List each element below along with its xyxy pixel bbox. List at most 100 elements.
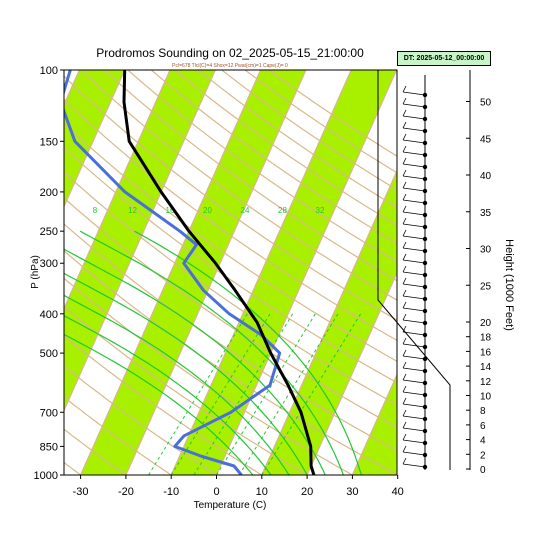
moist-adiabat <box>64 272 308 475</box>
wind-barb-flag <box>402 349 407 357</box>
wind-barb <box>402 343 426 348</box>
x-tick-label: -20 <box>118 486 134 498</box>
wind-barb-flag <box>402 241 407 249</box>
isotherm-line <box>64 70 217 413</box>
height-tick-label: 25 <box>480 281 492 292</box>
y-tick-label: 300 <box>40 258 58 270</box>
temperature-profile <box>122 70 316 475</box>
wind-barb <box>402 295 426 300</box>
dry-adiabat <box>103 70 397 282</box>
wind-barb <box>402 211 426 216</box>
isotherm-line <box>396 474 397 475</box>
wind-barb-flag <box>402 145 407 153</box>
wind-barb-flag <box>402 373 407 381</box>
isotherm-line <box>64 70 126 209</box>
wind-barb <box>402 319 426 324</box>
wind-barb-flag <box>402 229 407 237</box>
dry-adiabat <box>64 98 397 342</box>
wind-barb-flag <box>402 193 407 201</box>
dry-adiabat <box>64 146 397 384</box>
dry-adiabat <box>127 70 397 263</box>
isotherm-line <box>351 373 397 475</box>
height-tick-label: 8 <box>480 406 486 417</box>
wind-barb-flag <box>402 289 407 297</box>
wind-barb-flag <box>402 445 407 453</box>
height-tick-label: 30 <box>480 245 492 256</box>
x-tick-label: -30 <box>73 486 89 498</box>
mixing-ratio-line <box>193 313 294 475</box>
moist-adiabat <box>64 248 326 475</box>
wind-barb <box>402 91 426 96</box>
wind-barb <box>402 331 426 336</box>
wind-barb <box>402 115 426 120</box>
y-tick-label: 200 <box>40 187 58 199</box>
x-tick-label: 30 <box>346 486 358 498</box>
wind-barb <box>402 187 426 192</box>
wind-barb <box>402 463 426 468</box>
moist-adiabat-label: 32 <box>316 206 325 215</box>
x-tick-label: 20 <box>301 486 313 498</box>
moist-adiabat-label: 16 <box>166 206 175 215</box>
dry-adiabat <box>64 305 309 475</box>
isotherm-line <box>170 70 352 475</box>
wind-barb <box>402 103 426 108</box>
height-tick-label: 4 <box>480 436 486 447</box>
y-tick-label: 1000 <box>34 470 58 482</box>
height-tick-label: 45 <box>480 134 492 145</box>
wind-barb-flag <box>402 361 407 369</box>
dry-adiabat <box>64 365 218 475</box>
wind-barb <box>402 175 426 180</box>
y-tick-label: 100 <box>40 65 58 77</box>
wind-barb-flag <box>402 457 407 465</box>
dry-adiabat <box>64 277 354 475</box>
chart-title: Prodromos Sounding on 02_2025-05-15_21:0… <box>96 46 364 60</box>
mixing-ratio-line <box>216 313 316 475</box>
mixing-ratio-line <box>238 313 339 475</box>
valid-time-stamp: DT: 2025-05-12_00:00:00 <box>397 51 491 66</box>
y-tick-label: 700 <box>40 407 58 419</box>
mixing-ratio-line <box>170 313 271 475</box>
isotherm-band <box>439 61 540 484</box>
wind-barb-flag <box>402 97 407 105</box>
moist-adiabat-label: 28 <box>278 206 287 215</box>
x-tick-label: 40 <box>392 486 404 498</box>
y-tick-label: 400 <box>40 309 58 321</box>
height-tick-label: 12 <box>480 377 492 388</box>
moist-adiabat <box>64 294 290 475</box>
y-tick-label: 250 <box>40 226 58 238</box>
height-tick-label: 0 <box>480 465 486 476</box>
wind-barb-flag <box>402 277 407 285</box>
x-tick-label: 0 <box>213 486 219 498</box>
dry-adiabat <box>150 70 397 244</box>
height-tick-label: 2 <box>480 450 486 461</box>
wind-barb <box>402 139 426 144</box>
wind-barb-flag <box>402 325 407 333</box>
height-tick-label: 50 <box>480 98 492 109</box>
wind-barb <box>402 307 426 312</box>
plot-frame <box>63 69 398 476</box>
wind-barb-flag <box>402 205 407 213</box>
y-tick-label: 150 <box>40 136 58 148</box>
wind-barb <box>402 259 426 264</box>
wind-barb <box>402 355 426 360</box>
wind-barb-flag <box>402 133 407 141</box>
moist-adiabat <box>64 333 254 475</box>
height-tick-label: 16 <box>480 347 492 358</box>
wind-barb-flag <box>402 169 407 177</box>
mixing-ratio-line <box>148 313 248 475</box>
wind-barb-flag <box>402 217 407 225</box>
wind-barb-flag <box>402 421 407 429</box>
wind-barb-flag <box>402 409 407 417</box>
isotherm-line <box>79 70 262 475</box>
wind-barb <box>402 415 426 420</box>
moist-adiabat-label: 24 <box>241 206 250 215</box>
isotherm-band <box>80 70 306 475</box>
x-axis-label: Temperature (C) <box>194 500 267 511</box>
dry-adiabat <box>64 250 397 475</box>
wind-barb-flag <box>402 85 407 93</box>
wind-barb <box>402 451 426 456</box>
wind-barb <box>402 283 426 288</box>
wind-barb <box>402 403 426 408</box>
wind-barb <box>402 271 426 276</box>
